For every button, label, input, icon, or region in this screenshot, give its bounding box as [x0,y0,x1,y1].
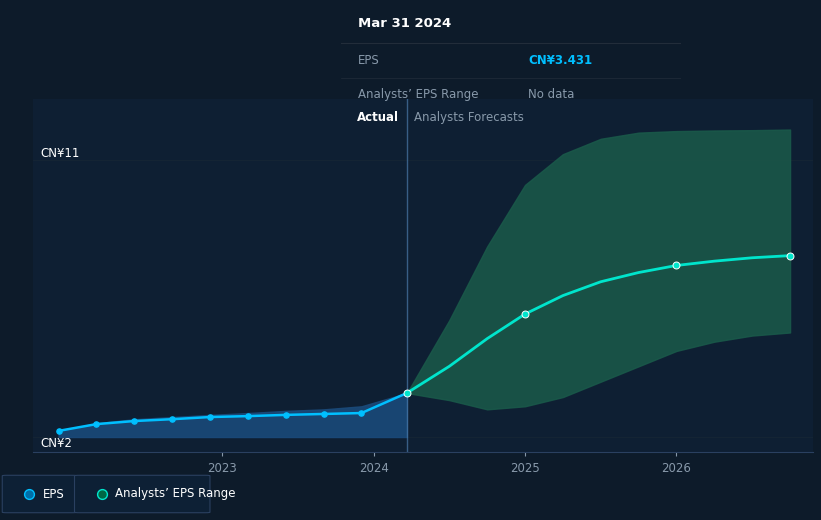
Point [670,261,683,269]
Point [23,490,36,498]
Point [519,310,532,318]
Text: Actual: Actual [357,111,399,124]
FancyBboxPatch shape [75,475,210,513]
Point [279,411,292,419]
Text: Analysts Forecasts: Analysts Forecasts [415,111,525,124]
Point [52,427,65,435]
Point [241,412,255,420]
Point [95,490,108,498]
Text: CN¥2: CN¥2 [40,437,72,450]
Text: Analysts’ EPS Range: Analysts’ EPS Range [358,88,479,101]
Text: EPS: EPS [358,54,379,67]
Text: No data: No data [528,88,575,101]
Text: CN¥3.431: CN¥3.431 [528,54,592,67]
Point [23,490,36,498]
Point [128,417,141,425]
Text: Mar 31 2024: Mar 31 2024 [358,17,451,30]
Point [166,415,179,423]
Text: CN¥11: CN¥11 [40,147,80,160]
Point [783,252,796,260]
Text: Analysts’ EPS Range: Analysts’ EPS Range [115,488,236,500]
Point [355,409,368,417]
Point [401,389,414,397]
FancyBboxPatch shape [2,475,77,513]
Point [317,410,330,418]
Point [204,413,217,421]
Point [89,420,103,428]
Point [95,490,108,498]
Text: EPS: EPS [43,488,65,500]
Point [401,389,414,397]
